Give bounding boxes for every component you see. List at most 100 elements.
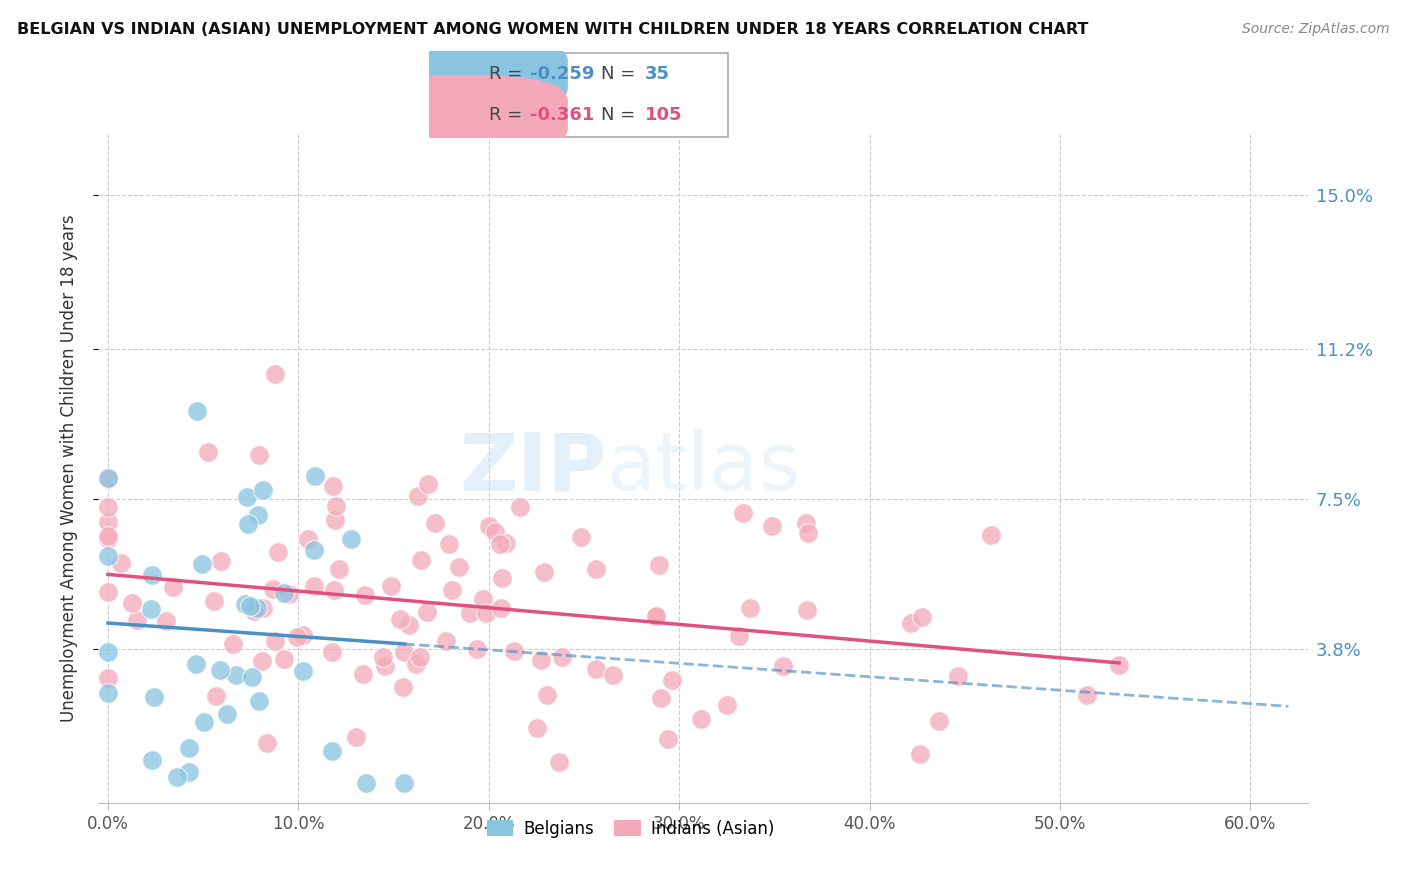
Point — [465, 642, 488, 657]
Point — [436, 633, 458, 648]
Point — [240, 670, 263, 684]
Point — [222, 637, 245, 651]
Point — [690, 712, 713, 726]
Point — [585, 562, 607, 576]
Text: -0.361: -0.361 — [530, 105, 595, 124]
Point — [530, 653, 553, 667]
Text: R =: R = — [489, 105, 529, 124]
Point — [398, 617, 420, 632]
Point — [141, 753, 163, 767]
Point — [184, 657, 207, 671]
Point — [97, 500, 120, 515]
Point — [191, 558, 214, 572]
Point — [323, 513, 346, 527]
FancyBboxPatch shape — [350, 75, 568, 154]
Point — [285, 630, 308, 644]
Point — [264, 634, 287, 648]
Point — [177, 740, 200, 755]
Point — [225, 668, 247, 682]
Point — [143, 690, 166, 704]
Point — [354, 589, 377, 603]
FancyBboxPatch shape — [350, 35, 568, 114]
Point — [239, 599, 262, 613]
Point — [900, 615, 922, 630]
Point — [186, 404, 208, 418]
Point — [264, 367, 287, 381]
Point — [177, 764, 200, 779]
Point — [97, 645, 120, 659]
Point — [645, 608, 668, 623]
Point — [325, 500, 347, 514]
Point — [761, 519, 783, 533]
Point — [495, 535, 517, 549]
Point — [392, 645, 415, 659]
Point — [374, 659, 396, 673]
Point — [405, 657, 427, 672]
Point — [352, 667, 374, 681]
Point — [121, 597, 143, 611]
Point — [391, 680, 413, 694]
Point — [215, 707, 238, 722]
Point — [245, 601, 267, 615]
Point — [238, 517, 260, 532]
Point — [1108, 658, 1130, 673]
Point — [97, 585, 120, 599]
Point — [139, 601, 162, 615]
Point — [97, 686, 120, 700]
Point — [406, 489, 429, 503]
Point — [489, 537, 512, 551]
Point — [297, 532, 319, 546]
Point — [536, 688, 558, 702]
Point — [193, 714, 215, 729]
Point — [97, 515, 120, 529]
Point — [291, 664, 314, 678]
Point — [731, 507, 754, 521]
Point — [547, 755, 569, 769]
Text: Source: ZipAtlas.com: Source: ZipAtlas.com — [1241, 22, 1389, 37]
Point — [1076, 688, 1098, 702]
Point — [478, 518, 501, 533]
Point — [202, 594, 225, 608]
Point — [738, 601, 761, 615]
Point — [197, 445, 219, 459]
FancyBboxPatch shape — [432, 53, 728, 136]
Point — [772, 658, 794, 673]
Point — [233, 597, 256, 611]
Point — [502, 644, 524, 658]
Point — [794, 516, 817, 531]
Point — [208, 663, 231, 677]
Point — [97, 529, 120, 543]
Point — [304, 468, 326, 483]
Point — [475, 606, 498, 620]
Point — [447, 559, 470, 574]
Point — [394, 775, 416, 789]
Point — [236, 490, 259, 504]
Point — [247, 448, 270, 462]
Point — [458, 606, 481, 620]
Text: -0.259: -0.259 — [530, 65, 595, 84]
Point — [162, 580, 184, 594]
Point — [321, 743, 343, 757]
Point — [273, 652, 295, 666]
Point — [97, 472, 120, 486]
Point — [648, 558, 671, 572]
Point — [328, 562, 350, 576]
Point — [321, 645, 343, 659]
Point — [388, 612, 411, 626]
Text: R =: R = — [489, 65, 529, 84]
Point — [304, 578, 326, 592]
Point — [491, 571, 513, 585]
Point — [423, 516, 446, 531]
Text: 105: 105 — [645, 105, 682, 124]
Point — [380, 579, 402, 593]
Point — [243, 604, 266, 618]
Point — [340, 532, 363, 546]
Point — [166, 770, 188, 784]
Point — [97, 471, 120, 485]
Point — [256, 736, 278, 750]
Point — [441, 582, 464, 597]
Point — [551, 649, 574, 664]
Point — [585, 662, 607, 676]
Point — [97, 672, 120, 686]
Point — [602, 667, 624, 681]
